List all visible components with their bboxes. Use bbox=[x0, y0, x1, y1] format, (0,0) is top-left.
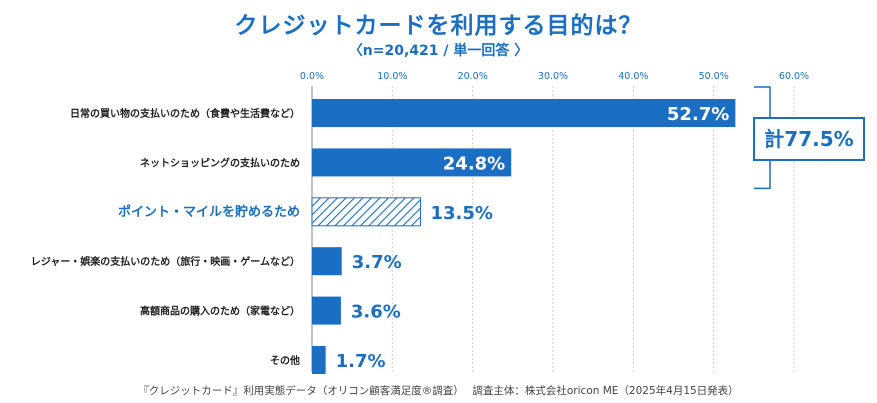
bar-chart: 0.0% 10.0% 20.0% 30.0% 40.0% 50.0% 60.0% 日常の買い… bbox=[31, 71, 865, 374]
x-tick-label: 0.0% bbox=[300, 71, 324, 82]
bar bbox=[312, 99, 736, 127]
value-label: 13.5% bbox=[430, 203, 492, 224]
x-tick-label: 40.0% bbox=[618, 71, 648, 82]
x-tick-label: 20.0% bbox=[458, 71, 488, 82]
value-label: 52.7% bbox=[667, 104, 729, 125]
value-label: 3.7% bbox=[352, 252, 402, 273]
total-box bbox=[753, 117, 865, 161]
source-footnote: 『クレジットカード』利用実態データ（オリコン顧客満足度®調査） 調査主体：株式会… bbox=[138, 385, 739, 397]
category-label: 高額商品の購入のため（家電など） bbox=[140, 305, 300, 318]
x-tick-label: 50.0% bbox=[699, 71, 729, 82]
category-label: 日常の買い物の支払いのため（食費や生活費など） bbox=[70, 107, 300, 120]
category-label: ポイント・マイルを貯めるため bbox=[118, 204, 300, 220]
bar bbox=[312, 346, 326, 374]
chart-title: クレジットカードを利用する目的は？ bbox=[234, 13, 643, 39]
value-label: 24.8% bbox=[443, 153, 505, 174]
category-label: ネットショッピングの支払いのため bbox=[140, 156, 300, 169]
bar bbox=[312, 247, 342, 276]
x-tick-label: 60.0% bbox=[779, 71, 809, 82]
category-label: レジャー・娯楽の支払いのため（旅行・映画・ゲームなど） bbox=[31, 255, 300, 268]
category-label: その他 bbox=[270, 354, 300, 367]
x-tick-label: 10.0% bbox=[377, 71, 407, 82]
value-label: 1.7% bbox=[336, 351, 386, 372]
bar bbox=[312, 148, 512, 177]
chart-subtitle: 〈n=20,421 / 単一回答 〉 bbox=[348, 43, 529, 59]
value-label: 3.6% bbox=[351, 302, 401, 323]
bar bbox=[311, 197, 421, 227]
x-tick-label: 30.0% bbox=[538, 71, 568, 82]
total-label: 計77.5% bbox=[764, 127, 853, 151]
bar bbox=[312, 296, 341, 325]
